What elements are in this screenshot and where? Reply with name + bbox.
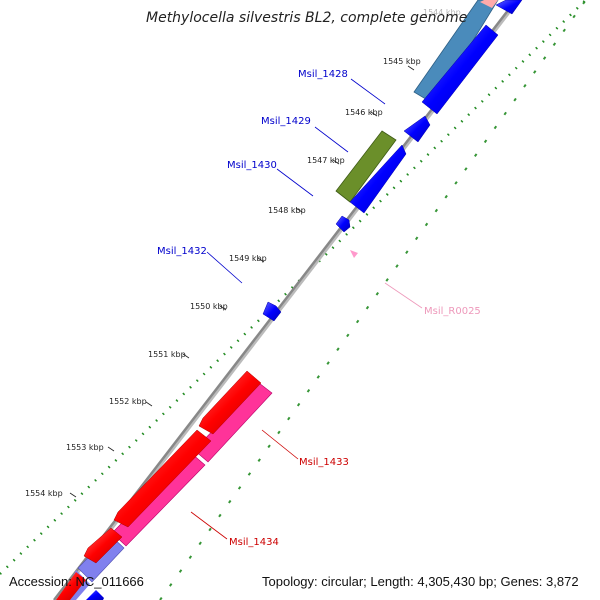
gene-label-Msil_1433[interactable]: Msil_1433 [299, 457, 349, 468]
tick-label-1547: 1547 kbp [307, 156, 345, 165]
gene-Msil_1433-cds[interactable] [198, 370, 262, 435]
leader-Msil_1433 [261, 429, 299, 460]
gene-Msil_R0025-rna[interactable] [350, 250, 358, 258]
gene-Msil_1428-cds[interactable] [421, 24, 499, 115]
tick-label-1544: 1544 kbp [423, 8, 461, 17]
tick-label-1546: 1546 kbp [345, 108, 383, 117]
gene-Msil_1435-cds[interactable] [86, 590, 104, 600]
gene-label-Msil_1434[interactable]: Msil_1434 [229, 537, 279, 548]
gc-track-outer [0, 0, 588, 575]
gene-Msil_1429-cds[interactable] [349, 144, 407, 214]
leader-Msil_1429 [314, 126, 349, 153]
tick-marks [69, 65, 415, 498]
gene-Msil_1432-cds[interactable] [262, 301, 282, 322]
tick-label-1545: 1545 kbp [383, 57, 421, 66]
accession-label: Accession: NC_011666 [9, 574, 144, 589]
tick-label-1549: 1549 kbp [229, 254, 267, 263]
leader-Msil_1432 [206, 251, 243, 284]
gene-label-Msil_1428[interactable]: Msil_1428 [298, 69, 348, 80]
gc-track-inner [159, 0, 588, 600]
gene-label-Msil_1429[interactable]: Msil_1429 [261, 116, 311, 127]
gene-Msil_1434-cds[interactable] [113, 429, 212, 528]
gene-Msil_1429a-cds[interactable] [403, 115, 431, 143]
gene-label-Msil_R0025[interactable]: Msil_R0025 [424, 306, 481, 317]
gene-Msil_1434b-cds[interactable] [83, 527, 123, 564]
gene-Msil_1427-cds[interactable] [495, 0, 523, 15]
tick-label-1550: 1550 kbp [190, 302, 228, 311]
gene-Msil_1435b-cds[interactable] [56, 572, 86, 600]
leader-Msil_R0025 [384, 282, 423, 309]
tick-label-1552: 1552 kbp [109, 397, 147, 406]
leader-Msil_1428 [350, 78, 386, 105]
tick-label-1553: 1553 kbp [66, 443, 104, 452]
gene-label-Msil_1430[interactable]: Msil_1430 [227, 160, 277, 171]
map-title: Methylocella silvestris BL2, complete ge… [146, 10, 467, 26]
leader-Msil_1434 [190, 511, 228, 540]
tick-label-1551: 1551 kbp [148, 350, 186, 359]
leader-Msil_1430 [276, 168, 314, 197]
gene-label-Msil_1432[interactable]: Msil_1432 [157, 246, 207, 257]
topology-label: Topology: circular; Length: 4,305,430 bp… [262, 574, 579, 589]
tick-label-1554: 1554 kbp [25, 489, 63, 498]
gene-Msil_1430-cds[interactable] [335, 215, 351, 233]
gene-Msil_1427-cog[interactable] [480, 0, 498, 8]
tick-label-1548: 1548 kbp [268, 206, 306, 215]
